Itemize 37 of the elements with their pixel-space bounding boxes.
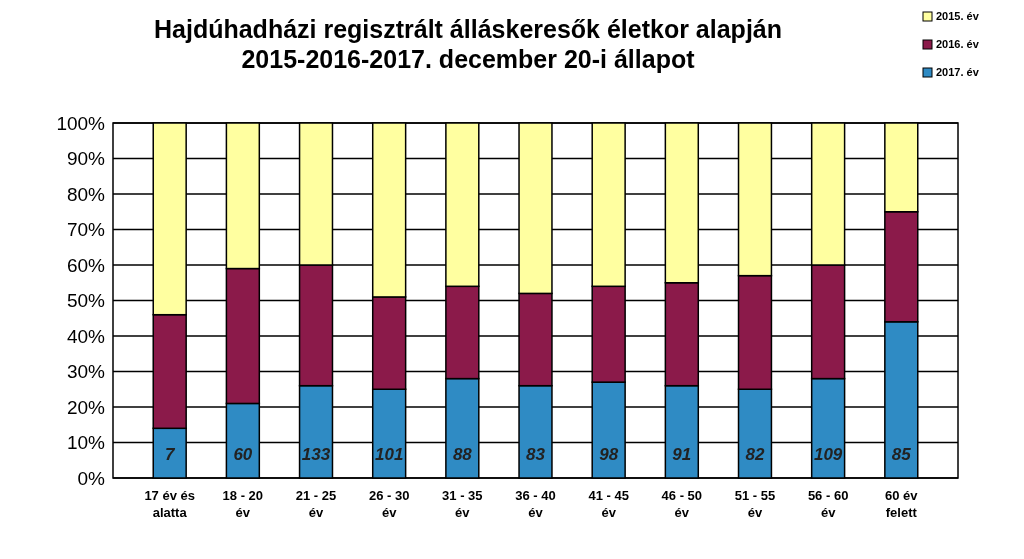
chart-title: Hajdúhadházi regisztrált álláskeresők életkor alapján 2015-2016-2017. december 20-i állapot [153,15,783,73]
annotation: 98 [599,444,619,464]
annotation: 83 [526,444,546,464]
annotation: 109 [813,444,843,464]
x-tick-label: 26 - 30 év [368,488,410,520]
y-tick-label: 80% [66,183,106,205]
x-tick-label: 31 - 35 év [442,488,483,520]
x-tick-label: 56 - 60 év [807,488,849,520]
y-tick-label: 90% [66,148,106,170]
x-tick-label: 51 - 55 év [734,488,776,520]
x-tick-label: 18 - 20 év [222,488,264,520]
y-tick-label: 20% [66,396,106,418]
y-tick-label: 60% [66,254,106,276]
x-tick-label: 36 - 40 év [515,488,556,520]
annotation: 88 [452,444,473,464]
legend-label: 2016. év [936,38,980,50]
legend-label: 2015. év [936,10,980,22]
y-tick-label: 10% [66,432,106,454]
annotation: 85 [891,444,912,464]
annotation: 7 [164,444,176,464]
x-tick-label: 21 - 25 év [295,488,337,520]
annotation: 133 [301,444,331,464]
y-tick-label: 30% [66,361,106,383]
y-tick-label: 0% [77,467,106,489]
legend-label: 2017. év [936,66,980,78]
x-tick-label: 46 - 50 év [661,488,703,520]
y-tick-label: 100% [56,112,106,134]
y-tick-label: 40% [66,325,106,347]
annotation: 82 [745,444,765,464]
x-tick-label: 41 - 45 év [588,488,629,520]
x-tick-label: 60 év felett [885,488,919,520]
annotation: 60 [233,444,253,464]
annotation: 101 [374,444,404,464]
x-tick-label: 17 év és alatta [144,488,195,520]
y-tick-label: 50% [66,290,106,312]
y-tick-label: 70% [66,219,106,241]
annotation: 91 [672,444,692,464]
